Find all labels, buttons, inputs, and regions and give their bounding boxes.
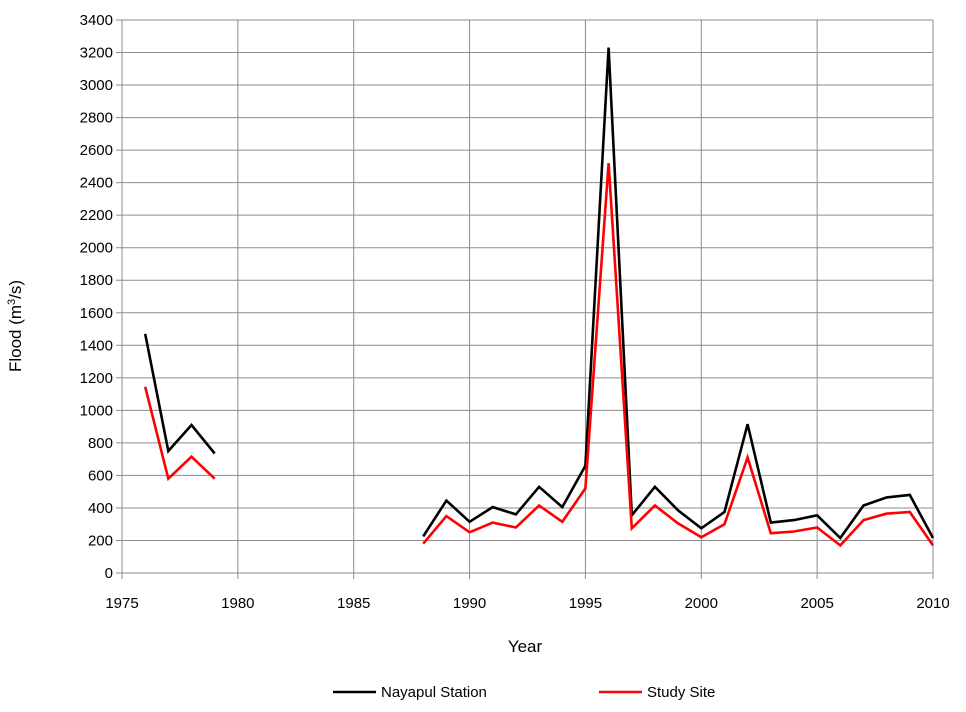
y-tick-label: 2600 — [80, 142, 113, 159]
legend-label-study-site: Study Site — [647, 684, 715, 701]
y-tick-label: 0 — [105, 565, 113, 582]
x-tick-label: 1995 — [569, 595, 602, 612]
series-lines — [143, 47, 935, 548]
x-tick-label: 1985 — [337, 595, 370, 612]
x-tick-label: 2005 — [800, 595, 833, 612]
y-tick-label: 3200 — [80, 45, 113, 62]
series-nayapul-station — [143, 47, 935, 540]
legend-label-nayapul: Nayapul Station — [381, 684, 487, 701]
x-tick-label: 1990 — [453, 595, 486, 612]
series-line-segment — [422, 47, 935, 540]
y-axis-ticks: 0 200 400 600 800 1000 1200 1400 1600 1800 2000 220… — [80, 12, 122, 582]
x-axis-ticks: 1975 1980 1985 1990 1995 2000 2005 2010 — [105, 573, 950, 612]
y-tick-label: 1800 — [80, 272, 113, 289]
series-study-site — [143, 163, 935, 548]
series-line-segment — [143, 333, 216, 455]
x-tick-label: 1975 — [105, 595, 138, 612]
x-tick-label: 2010 — [916, 595, 949, 612]
y-axis-title: Flood (m3/s) — [6, 280, 25, 372]
legend: Nayapul Station Study Site — [333, 684, 715, 701]
y-tick-label: 2400 — [80, 175, 113, 192]
grid — [121, 19, 934, 574]
x-tick-label: 1980 — [221, 595, 254, 612]
y-axis-title-main: Flood (m — [6, 305, 25, 372]
y-tick-label: 400 — [88, 500, 113, 517]
series-line-segment — [422, 163, 935, 548]
y-tick-label: 2800 — [80, 110, 113, 127]
y-tick-label: 1200 — [80, 370, 113, 387]
y-tick-label: 1000 — [80, 402, 113, 419]
series-line-segment — [143, 386, 216, 482]
y-tick-label: 2200 — [80, 207, 113, 224]
y-tick-label: 3400 — [80, 12, 113, 29]
y-tick-label: 3000 — [80, 77, 113, 94]
y-axis-title-sup: 3 — [6, 299, 18, 305]
y-tick-label: 600 — [88, 467, 113, 484]
y-tick-label: 200 — [88, 532, 113, 549]
x-axis-title: Year — [508, 637, 543, 656]
y-tick-label: 800 — [88, 435, 113, 452]
y-axis-title-tail: /s) — [6, 280, 25, 299]
x-tick-label: 2000 — [685, 595, 718, 612]
y-tick-label: 2000 — [80, 240, 113, 257]
y-tick-label: 1400 — [80, 337, 113, 354]
y-tick-label: 1600 — [80, 305, 113, 322]
